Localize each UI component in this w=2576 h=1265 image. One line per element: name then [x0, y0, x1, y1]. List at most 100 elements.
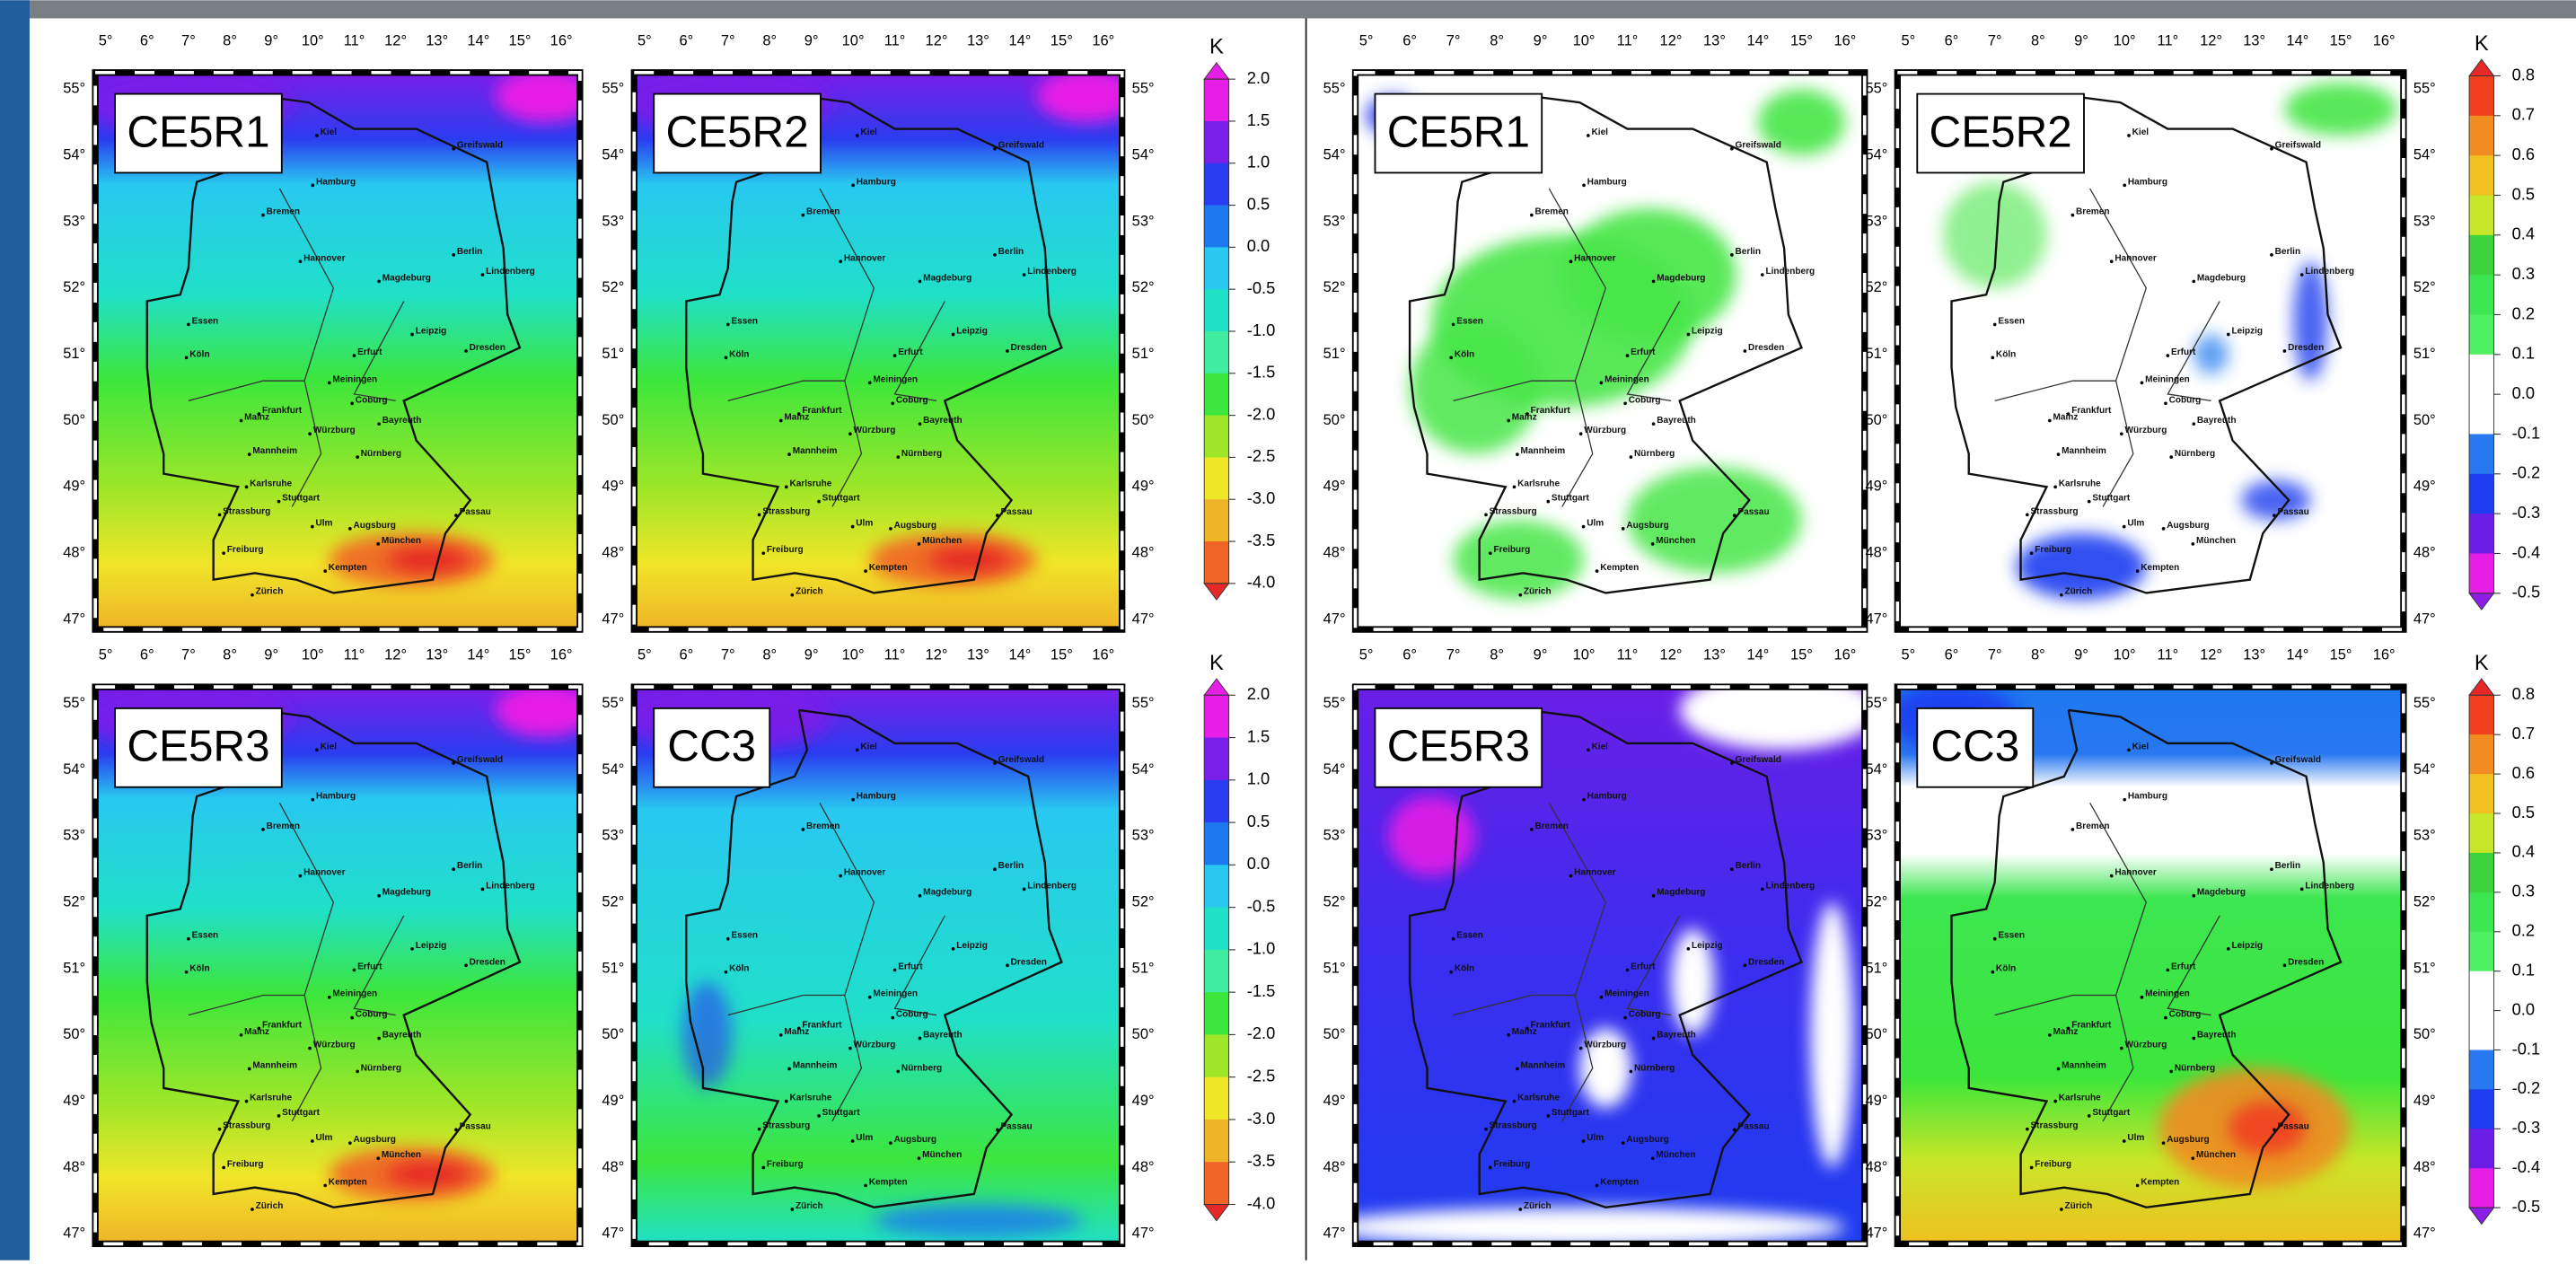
colorbar-tick-label: 0.5 — [2512, 184, 2535, 203]
city-label: Coburg — [1629, 1010, 1661, 1020]
lon-tick-label: 7° — [721, 647, 735, 663]
colorbar-bin — [2469, 813, 2493, 853]
colorbar-tick-label: -0.1 — [2512, 1039, 2541, 1058]
city-label: Meiningen — [873, 374, 918, 384]
city-label: Bayreuth — [382, 416, 422, 426]
city-marker — [896, 455, 900, 459]
city-marker — [851, 798, 855, 802]
city-marker — [1513, 1100, 1517, 1103]
city-label: Hamburg — [857, 792, 896, 802]
city-label: Karlsruhe — [789, 479, 831, 488]
city-marker — [1630, 1070, 1633, 1074]
colorbar-tick-label: -0.1 — [2512, 423, 2541, 442]
city-label: Nürnberg — [361, 449, 401, 459]
city-label: Zürich — [256, 587, 284, 597]
city-label: München — [382, 536, 421, 546]
colorbar-tick-label: 0.7 — [2512, 105, 2535, 124]
city-marker — [299, 874, 303, 878]
city-label: Bayreuth — [923, 1030, 963, 1040]
city-label: Erfurt — [357, 962, 382, 971]
city-label: Zürich — [796, 587, 823, 597]
city-marker — [993, 761, 997, 765]
city-marker — [802, 214, 805, 217]
city-label: Bayreuth — [2197, 1030, 2237, 1040]
map-patch — [387, 1161, 470, 1188]
city-marker — [2127, 748, 2131, 751]
lat-tick-label: 48° — [602, 1159, 624, 1175]
city-marker — [817, 1114, 821, 1118]
city-label: Strassburg — [1490, 1121, 1537, 1131]
city-marker — [277, 1114, 281, 1118]
city-marker — [802, 828, 805, 831]
lon-tick-label: 11° — [1617, 647, 1639, 663]
city-label: Magdeburg — [923, 273, 971, 283]
city-marker — [2060, 1208, 2063, 1211]
lat-tick-label: 52° — [1132, 893, 1155, 909]
city-label: Augsburg — [354, 521, 396, 531]
header-bar — [0, 0, 2576, 18]
colorbar-tick-label: 0.0 — [2512, 999, 2535, 1018]
colorbar-tick-label: -1.5 — [1247, 363, 1276, 382]
city-marker — [725, 356, 728, 360]
map-patch — [2194, 334, 2229, 373]
city-marker — [2191, 542, 2194, 546]
map-patch — [874, 1204, 1082, 1237]
city-label: Meiningen — [2145, 989, 2190, 999]
city-label: Kempten — [1600, 563, 1639, 573]
lon-tick-label: 10° — [2114, 647, 2136, 663]
city-marker — [1993, 937, 1997, 941]
lat-tick-label: 52° — [1865, 279, 1887, 295]
colorbar-tick-label: -2.0 — [1247, 1023, 1276, 1042]
lon-tick-label: 15° — [1051, 647, 1073, 663]
city-marker — [261, 828, 265, 831]
map-patch — [2284, 83, 2396, 136]
city-label: Augsburg — [894, 1135, 936, 1145]
city-label: Würzburg — [1584, 1041, 1626, 1050]
city-label: Bremen — [1535, 207, 1569, 217]
city-label: Lindenberg — [2305, 267, 2354, 277]
lon-tick-label: 9° — [264, 32, 278, 48]
city-label: Dresden — [470, 957, 506, 967]
city-marker — [240, 1033, 243, 1037]
lat-tick-label: 50° — [1132, 1026, 1155, 1042]
colorbar-tick-label: 0.0 — [2512, 383, 2535, 402]
city-marker — [1579, 432, 1583, 435]
city-label: Berlin — [2275, 861, 2300, 871]
city-marker — [410, 333, 414, 337]
city-label: Zürich — [2065, 1201, 2093, 1211]
colorbar-tick-label: -3.0 — [1247, 488, 1276, 507]
city-marker — [2164, 1016, 2167, 1020]
city-label: Karlsruhe — [1517, 1094, 1560, 1103]
lat-tick-label: 55° — [63, 81, 85, 97]
city-label: Erfurt — [357, 347, 382, 357]
city-label: Essen — [1456, 931, 1483, 941]
lon-tick-label: 9° — [2074, 32, 2088, 48]
lat-tick-label: 50° — [602, 1026, 624, 1042]
city-label: Magdeburg — [1657, 888, 1705, 898]
lat-tick-label: 49° — [1132, 479, 1155, 495]
city-label: Meiningen — [1605, 989, 1649, 999]
city-label: Zürich — [796, 1201, 823, 1211]
city-marker — [328, 996, 331, 999]
panel-label: CC3 — [667, 722, 756, 771]
city-marker — [1484, 1128, 1488, 1131]
lat-tick-label: 53° — [2413, 828, 2436, 844]
lat-tick-label: 55° — [1865, 81, 1887, 97]
city-marker — [1546, 1114, 1550, 1118]
city-marker — [787, 452, 791, 456]
colorbar-bin — [2469, 195, 2493, 235]
city-label: Freiburg — [1493, 1159, 1530, 1169]
lat-tick-label: 48° — [63, 545, 85, 561]
city-marker — [187, 323, 190, 327]
lon-tick-label: 11° — [1617, 32, 1639, 48]
city-marker — [787, 1067, 791, 1071]
lat-tick-label: 47° — [1865, 1225, 1887, 1242]
city-marker — [1596, 569, 1599, 573]
lon-tick-label: 8° — [2031, 647, 2045, 663]
colorbar-tick-label: -2.5 — [1247, 446, 1276, 465]
lon-tick-label: 13° — [1703, 32, 1726, 48]
city-label: Mainz — [244, 412, 269, 422]
city-label: Freiburg — [767, 1159, 804, 1169]
lat-tick-label: 49° — [63, 1093, 85, 1109]
city-label: Dresden — [2288, 343, 2324, 353]
